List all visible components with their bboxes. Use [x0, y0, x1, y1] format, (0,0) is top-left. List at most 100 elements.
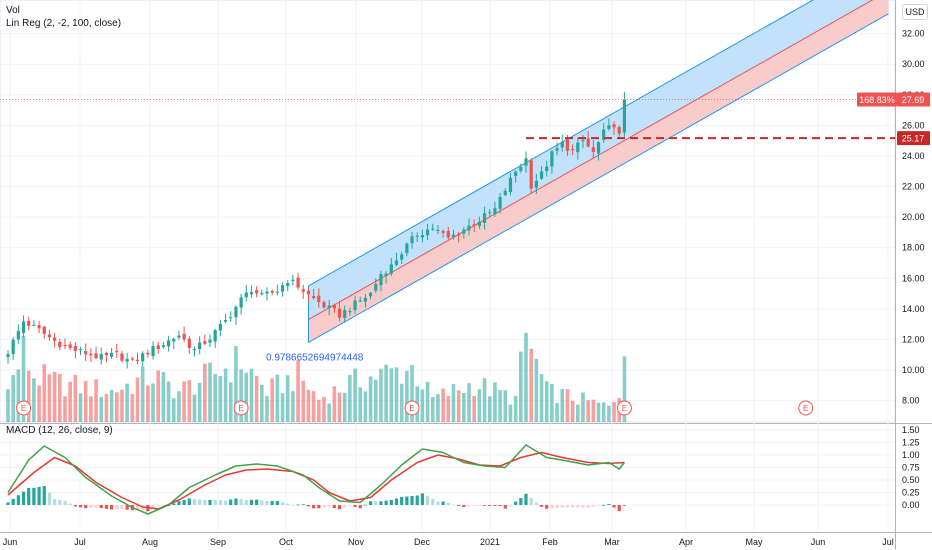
candle-body [27, 321, 31, 326]
macd-histogram-bar [255, 499, 259, 505]
macd-histogram-bar [161, 505, 165, 506]
y-tick-label: 24.00 [902, 151, 925, 161]
candle-body [446, 230, 450, 238]
macd-histogram-bar [602, 504, 606, 506]
volume-bar [576, 404, 580, 422]
macd-histogram-bar [337, 505, 342, 510]
candle-body [622, 99, 627, 133]
candle-body [488, 212, 492, 214]
x-tick-label: Jun [811, 537, 826, 547]
x-tick-label: Apr [679, 537, 693, 547]
volume-bar [140, 366, 145, 422]
macd-histogram-bar [488, 505, 492, 506]
volume-bar [503, 390, 508, 422]
candle-body [451, 234, 456, 238]
candle-body [291, 279, 295, 282]
candle-body [53, 337, 57, 341]
volume-bar [601, 402, 606, 422]
y-tick-label: 32.00 [902, 29, 925, 39]
x-tick-label: 2021 [480, 537, 500, 547]
macd-lines [7, 444, 626, 515]
volume-bar [363, 391, 368, 422]
volume-bar [622, 356, 627, 422]
candle-body [99, 354, 103, 360]
candle-body [234, 306, 238, 318]
candle-body [312, 296, 316, 298]
macd-histogram-bar [42, 486, 46, 505]
macd-histogram-bar [394, 498, 399, 505]
candle-body [63, 344, 67, 346]
level-price-box [897, 131, 930, 146]
candle-body [607, 125, 611, 130]
volume-bar [420, 389, 425, 422]
volume-bar [285, 375, 290, 422]
volume-bar [394, 367, 399, 422]
volume-bar [322, 397, 326, 422]
currency-badge[interactable]: USD [902, 4, 928, 20]
volume-bar [529, 348, 533, 422]
macd-histogram-bar [317, 505, 321, 509]
volume-bar [270, 378, 274, 422]
candle-body [265, 291, 269, 294]
candle-body [498, 196, 502, 209]
volume-bar [456, 390, 461, 422]
volume-bar [109, 389, 114, 422]
legend-vol[interactable]: Vol [6, 5, 20, 16]
macd-histogram-bar [477, 505, 481, 506]
macd-histogram-bar [482, 505, 487, 506]
candle-body [436, 229, 440, 231]
volume-bar [135, 377, 140, 422]
volume-bar [228, 382, 233, 422]
candle-body [389, 264, 393, 274]
volume-bar [104, 393, 109, 422]
macd-histogram-bar [78, 505, 83, 508]
candle-body [32, 324, 36, 326]
volume-bar [239, 369, 243, 422]
volume-bars [6, 332, 627, 422]
candle-body [42, 326, 46, 334]
price-overlays: 168.83% 27.69 25.17 [0, 92, 930, 146]
macd-histogram-bar [472, 505, 476, 506]
macd-histogram-bar [596, 505, 601, 506]
candle-body [177, 335, 181, 338]
candle-body [514, 171, 518, 176]
volume-bar [280, 393, 285, 422]
candle-body [239, 297, 243, 308]
volume-bar [177, 391, 181, 422]
macd-histogram-bar [446, 503, 450, 505]
y-tick-label: 16.00 [902, 273, 925, 283]
macd-histogram-bar [369, 501, 373, 505]
volume-bar [114, 392, 119, 422]
legend-linreg[interactable]: Lin Reg (2, -2, 100, close) [6, 18, 122, 29]
volume-bar [524, 332, 528, 422]
macd-histogram-bar [457, 505, 461, 506]
volume-bar [544, 381, 549, 422]
volume-bar [384, 364, 388, 422]
volume-bar [218, 376, 223, 422]
volume-bar [410, 365, 414, 422]
macd-histogram-bar [99, 505, 103, 509]
macd-histogram-bar [21, 491, 26, 505]
x-tick-label: Oct [279, 537, 294, 547]
macd-y-tick-label: 1.50 [902, 425, 920, 435]
macd-histogram-bar [32, 487, 36, 505]
volume-bar [373, 379, 378, 422]
volume-bar [591, 399, 596, 422]
macd-histogram-bar [591, 505, 595, 507]
candle-body [602, 129, 606, 140]
earnings-marker [233, 400, 249, 416]
volume-bar [513, 396, 518, 422]
macd-histogram-bar [389, 500, 393, 505]
candle-body [260, 292, 264, 295]
candle-body [369, 292, 373, 297]
macd-histogram-bar [312, 505, 316, 509]
candle-body [78, 348, 83, 350]
candle-body [94, 353, 98, 359]
macd-histogram-bar [400, 497, 404, 505]
legend-macd[interactable]: MACD (12, 26, close, 9) [6, 425, 113, 436]
candle-body [545, 166, 549, 172]
candle-body [405, 243, 409, 254]
